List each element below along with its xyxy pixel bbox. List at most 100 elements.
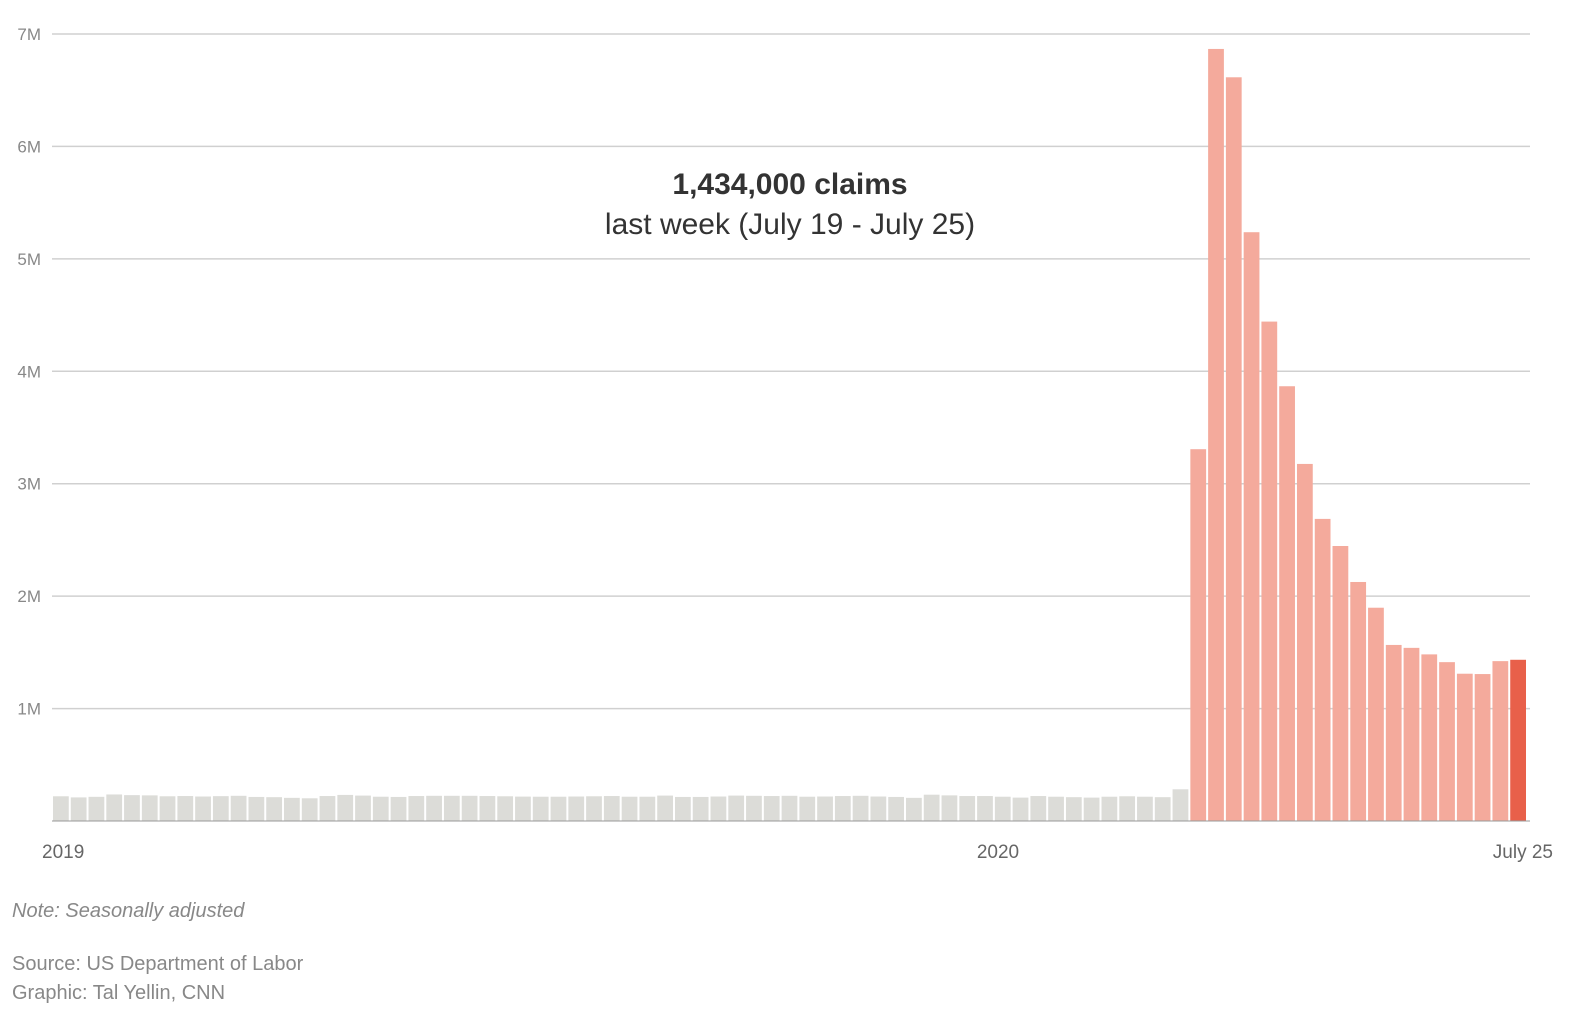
bar-week: [674, 796, 691, 821]
bar-week: [195, 796, 211, 821]
bar-week: [106, 794, 123, 821]
bar-week: [1137, 796, 1153, 821]
bar-latest-week: [1510, 659, 1526, 821]
bar-week: [1119, 796, 1136, 821]
bar-week: [1332, 546, 1349, 821]
bar-week: [479, 796, 496, 821]
bar-week: [852, 795, 869, 821]
y-tick-label: 3M: [17, 475, 41, 494]
bar-week: [1030, 796, 1047, 821]
y-axis-ticks: 1M 2M 3M 4M 5M 6M 7M: [17, 25, 41, 719]
bar-week: [586, 796, 602, 821]
bar-week: [994, 796, 1011, 821]
bar-week: [497, 796, 514, 821]
bar-week: [248, 796, 265, 821]
bar-week: [1065, 797, 1082, 821]
bar-week: [53, 796, 69, 821]
bar-week: [1350, 581, 1367, 821]
bar-week: [728, 795, 745, 821]
bar-week: [568, 796, 585, 821]
bar-week: [1403, 647, 1420, 821]
bar-week: [710, 796, 727, 821]
bar-week: [746, 795, 762, 821]
graphic-credit: Graphic: Tal Yellin, CNN: [12, 982, 226, 1004]
annotation-period: last week (July 19 - July 25): [605, 208, 975, 241]
x-tick-label: 2019: [42, 842, 84, 863]
bar-week: [817, 796, 833, 821]
bar-week: [870, 796, 887, 821]
bar-week: [88, 796, 105, 821]
x-tick-label: July 25: [1493, 842, 1553, 863]
bar-week: [124, 795, 140, 821]
bar-week: [443, 795, 460, 821]
bar-week: [1190, 449, 1207, 821]
y-tick-label: 4M: [17, 362, 41, 381]
bar-week: [141, 795, 158, 821]
bar-week: [763, 796, 780, 821]
y-tick-label: 5M: [17, 250, 41, 269]
source-credit: Source: US Department of Labor: [12, 953, 304, 975]
bar-week: [781, 795, 798, 821]
bar-week: [977, 796, 993, 821]
y-tick-label: 6M: [17, 137, 41, 156]
bar-week: [1225, 77, 1242, 822]
bar-week: [266, 797, 283, 821]
bar-week: [941, 795, 958, 821]
bar-week: [177, 796, 194, 821]
bar-week: [1101, 796, 1118, 821]
bar-week: [834, 796, 851, 821]
bar-week: [355, 795, 371, 821]
gridlines: [52, 33, 1530, 710]
bars: [53, 48, 1526, 822]
bar-week: [959, 796, 976, 821]
bar-week: [1279, 386, 1295, 821]
bar-week: [159, 796, 176, 821]
y-tick-label: 2M: [17, 587, 41, 606]
bar-week: [1083, 797, 1100, 821]
bar-week: [408, 796, 425, 821]
y-tick-label: 7M: [17, 25, 41, 44]
bar-week: [1012, 797, 1029, 821]
bar-week: [657, 795, 673, 821]
bar-week: [532, 796, 549, 821]
bar-week: [1314, 518, 1331, 821]
y-tick-label: 1M: [17, 700, 41, 719]
bar-week: [372, 796, 389, 821]
bar-week: [301, 798, 318, 821]
bar-week: [906, 797, 922, 821]
bar-week: [1385, 644, 1402, 821]
x-axis-ticks: 2019 2020 July 25: [42, 842, 1553, 863]
bar-week: [212, 796, 229, 821]
bar-week: [1492, 661, 1509, 821]
bar-week: [230, 795, 247, 821]
bar-week: [1208, 48, 1224, 821]
bar-week: [1172, 789, 1189, 821]
bar-week: [1243, 232, 1260, 821]
bar-week: [1439, 662, 1455, 821]
bar-week: [1456, 673, 1473, 821]
annotation-claims-value: 1,434,000 claims: [672, 168, 907, 201]
bar-week: [692, 796, 709, 821]
bar-week: [1296, 463, 1313, 821]
bar-week: [550, 796, 567, 821]
bar-week: [1421, 654, 1438, 821]
bar-week: [923, 794, 940, 821]
bar-week: [319, 796, 336, 821]
claims-bar-chart: 1M 2M 3M 4M 5M 6M 7M 2019 2020 July 25 1,434,000…: [17, 25, 1553, 863]
bar-week: [1154, 797, 1171, 821]
bar-week: [888, 796, 905, 821]
bar-week: [515, 796, 531, 821]
bar-week: [1261, 321, 1278, 821]
footnote: Note: Seasonally adjusted: [12, 900, 245, 922]
bar-week: [639, 796, 656, 821]
bar-week: [1474, 674, 1491, 821]
bar-week: [390, 796, 407, 821]
x-tick-label: 2020: [977, 842, 1019, 863]
bar-week: [1048, 796, 1064, 821]
bar-week: [799, 796, 816, 821]
bar-week: [603, 796, 620, 821]
bar-week: [70, 797, 87, 821]
bar-week: [337, 794, 354, 821]
bar-week: [284, 797, 300, 821]
bar-week: [621, 796, 638, 821]
